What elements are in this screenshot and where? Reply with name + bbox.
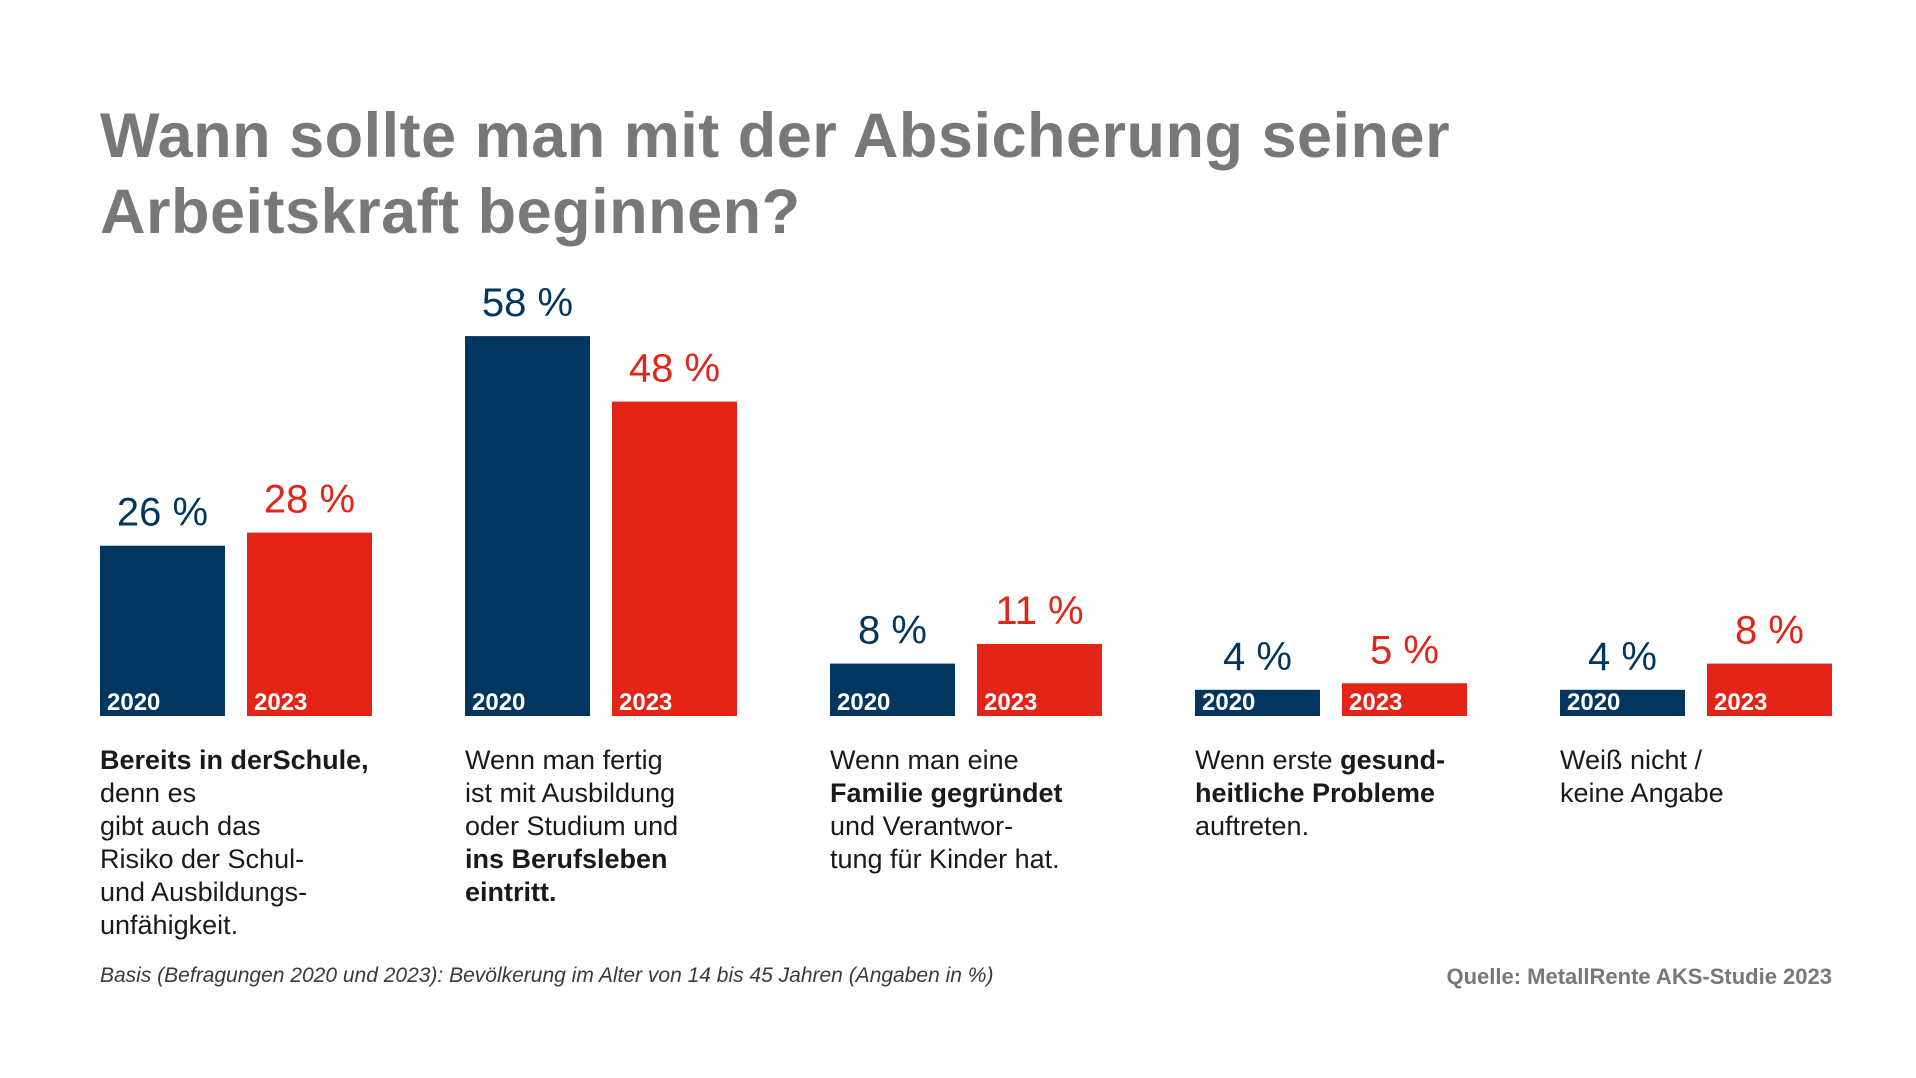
value-label-2023-cat-1: 28 % xyxy=(264,478,355,522)
category-label-4-part: auftreten. xyxy=(1195,811,1310,841)
bar-2023-cat-2 xyxy=(612,401,737,716)
category-label-2-part: ist mit Ausbildung xyxy=(465,778,676,808)
bar-2020-cat-4 xyxy=(1195,689,1320,716)
category-label-1-part: unfähigkeit. xyxy=(100,910,239,940)
series-label-2020-cat-2: 2020 xyxy=(472,689,525,716)
category-label-1-part: Risiko der Schul- xyxy=(100,844,305,874)
series-label-2020-cat-3: 2020 xyxy=(837,689,890,716)
bar-2023-cat-4 xyxy=(1342,683,1467,716)
series-label-2023-cat-4: 2023 xyxy=(1349,689,1402,716)
bar-2023-cat-3 xyxy=(977,643,1102,716)
category-label-3-part: Familie gegründet xyxy=(830,778,1063,808)
category-label-1: Bereits in derSchule, denn es gibt auch d… xyxy=(100,744,370,942)
value-label-2023-cat-5: 8 % xyxy=(1735,609,1804,653)
value-label-2023-cat-2: 48 % xyxy=(629,347,720,391)
series-label-2023-cat-2: 2023 xyxy=(619,689,672,716)
series-label-2020-cat-4: 2020 xyxy=(1202,689,1255,716)
category-label-2: Wenn man fertig ist mit Ausbildung oder St… xyxy=(465,744,735,909)
value-label-2020-cat-3: 8 % xyxy=(858,609,927,653)
footnote: Basis (Befragungen 2020 und 2023): Bevöl… xyxy=(100,964,994,987)
value-label-2020-cat-4: 4 % xyxy=(1223,635,1292,679)
bar-2023-cat-5 xyxy=(1707,663,1832,716)
bar-2020-cat-1 xyxy=(100,545,225,716)
category-label-2-part: oder Studium und xyxy=(465,811,679,841)
bar-2020-cat-2 xyxy=(465,336,590,716)
category-label-3-part: tung für Kinder hat. xyxy=(830,844,1060,874)
category-label-3: Wenn man eine Familie gegründet und Verant… xyxy=(830,744,1100,876)
value-label-2023-cat-4: 5 % xyxy=(1370,628,1439,672)
category-label-2-part: eintritt. xyxy=(465,877,557,907)
category-label-4-part: Wenn erste xyxy=(1195,745,1341,775)
category-label-4: Wenn erste gesund-heitliche Probleme auft… xyxy=(1195,744,1465,843)
category-label-5: Weiß nicht / keine Angabe xyxy=(1560,744,1830,810)
category-label-3-part: Wenn man eine xyxy=(830,745,1019,775)
value-label-2023-cat-3: 11 % xyxy=(995,589,1083,633)
category-label-5-part: keine Angabe xyxy=(1560,778,1724,808)
bar-2023-cat-1 xyxy=(247,532,372,716)
category-label-2-part: Wenn man fertig xyxy=(465,745,663,775)
category-label-5-part: Weiß nicht / xyxy=(1560,745,1703,775)
value-label-2020-cat-5: 4 % xyxy=(1588,635,1657,679)
category-label-1-part: Schule, xyxy=(272,745,369,775)
value-label-2020-cat-1: 26 % xyxy=(117,491,208,535)
chart-title: Wann sollte man mit der Absicherung sein… xyxy=(100,101,1451,247)
category-label-4-part: heitliche Probleme xyxy=(1195,778,1436,808)
category-label-1-part: denn es xyxy=(100,778,197,808)
category-label-3-part: und Verantwor- xyxy=(830,811,1014,841)
bar-2020-cat-3 xyxy=(830,663,955,716)
value-label-2020-cat-2: 58 % xyxy=(482,281,573,325)
category-label-2-part: ins Berufsleben xyxy=(465,844,668,874)
series-label-2020-cat-1: 2020 xyxy=(107,689,160,716)
series-label-2020-cat-5: 2020 xyxy=(1567,689,1620,716)
series-label-2023-cat-5: 2023 xyxy=(1714,689,1767,716)
series-label-2023-cat-3: 2023 xyxy=(984,689,1037,716)
category-label-1-part: gibt auch das xyxy=(100,811,261,841)
bar-2020-cat-5 xyxy=(1560,689,1685,716)
category-label-4-part: gesund- xyxy=(1340,745,1446,775)
source-note: Quelle: MetallRente AKS-Studie 2023 xyxy=(1446,964,1832,989)
category-label-1-part: und Ausbildungs- xyxy=(100,877,308,907)
category-label-1-part: Bereits in der xyxy=(100,745,273,775)
series-label-2023-cat-1: 2023 xyxy=(254,689,307,716)
